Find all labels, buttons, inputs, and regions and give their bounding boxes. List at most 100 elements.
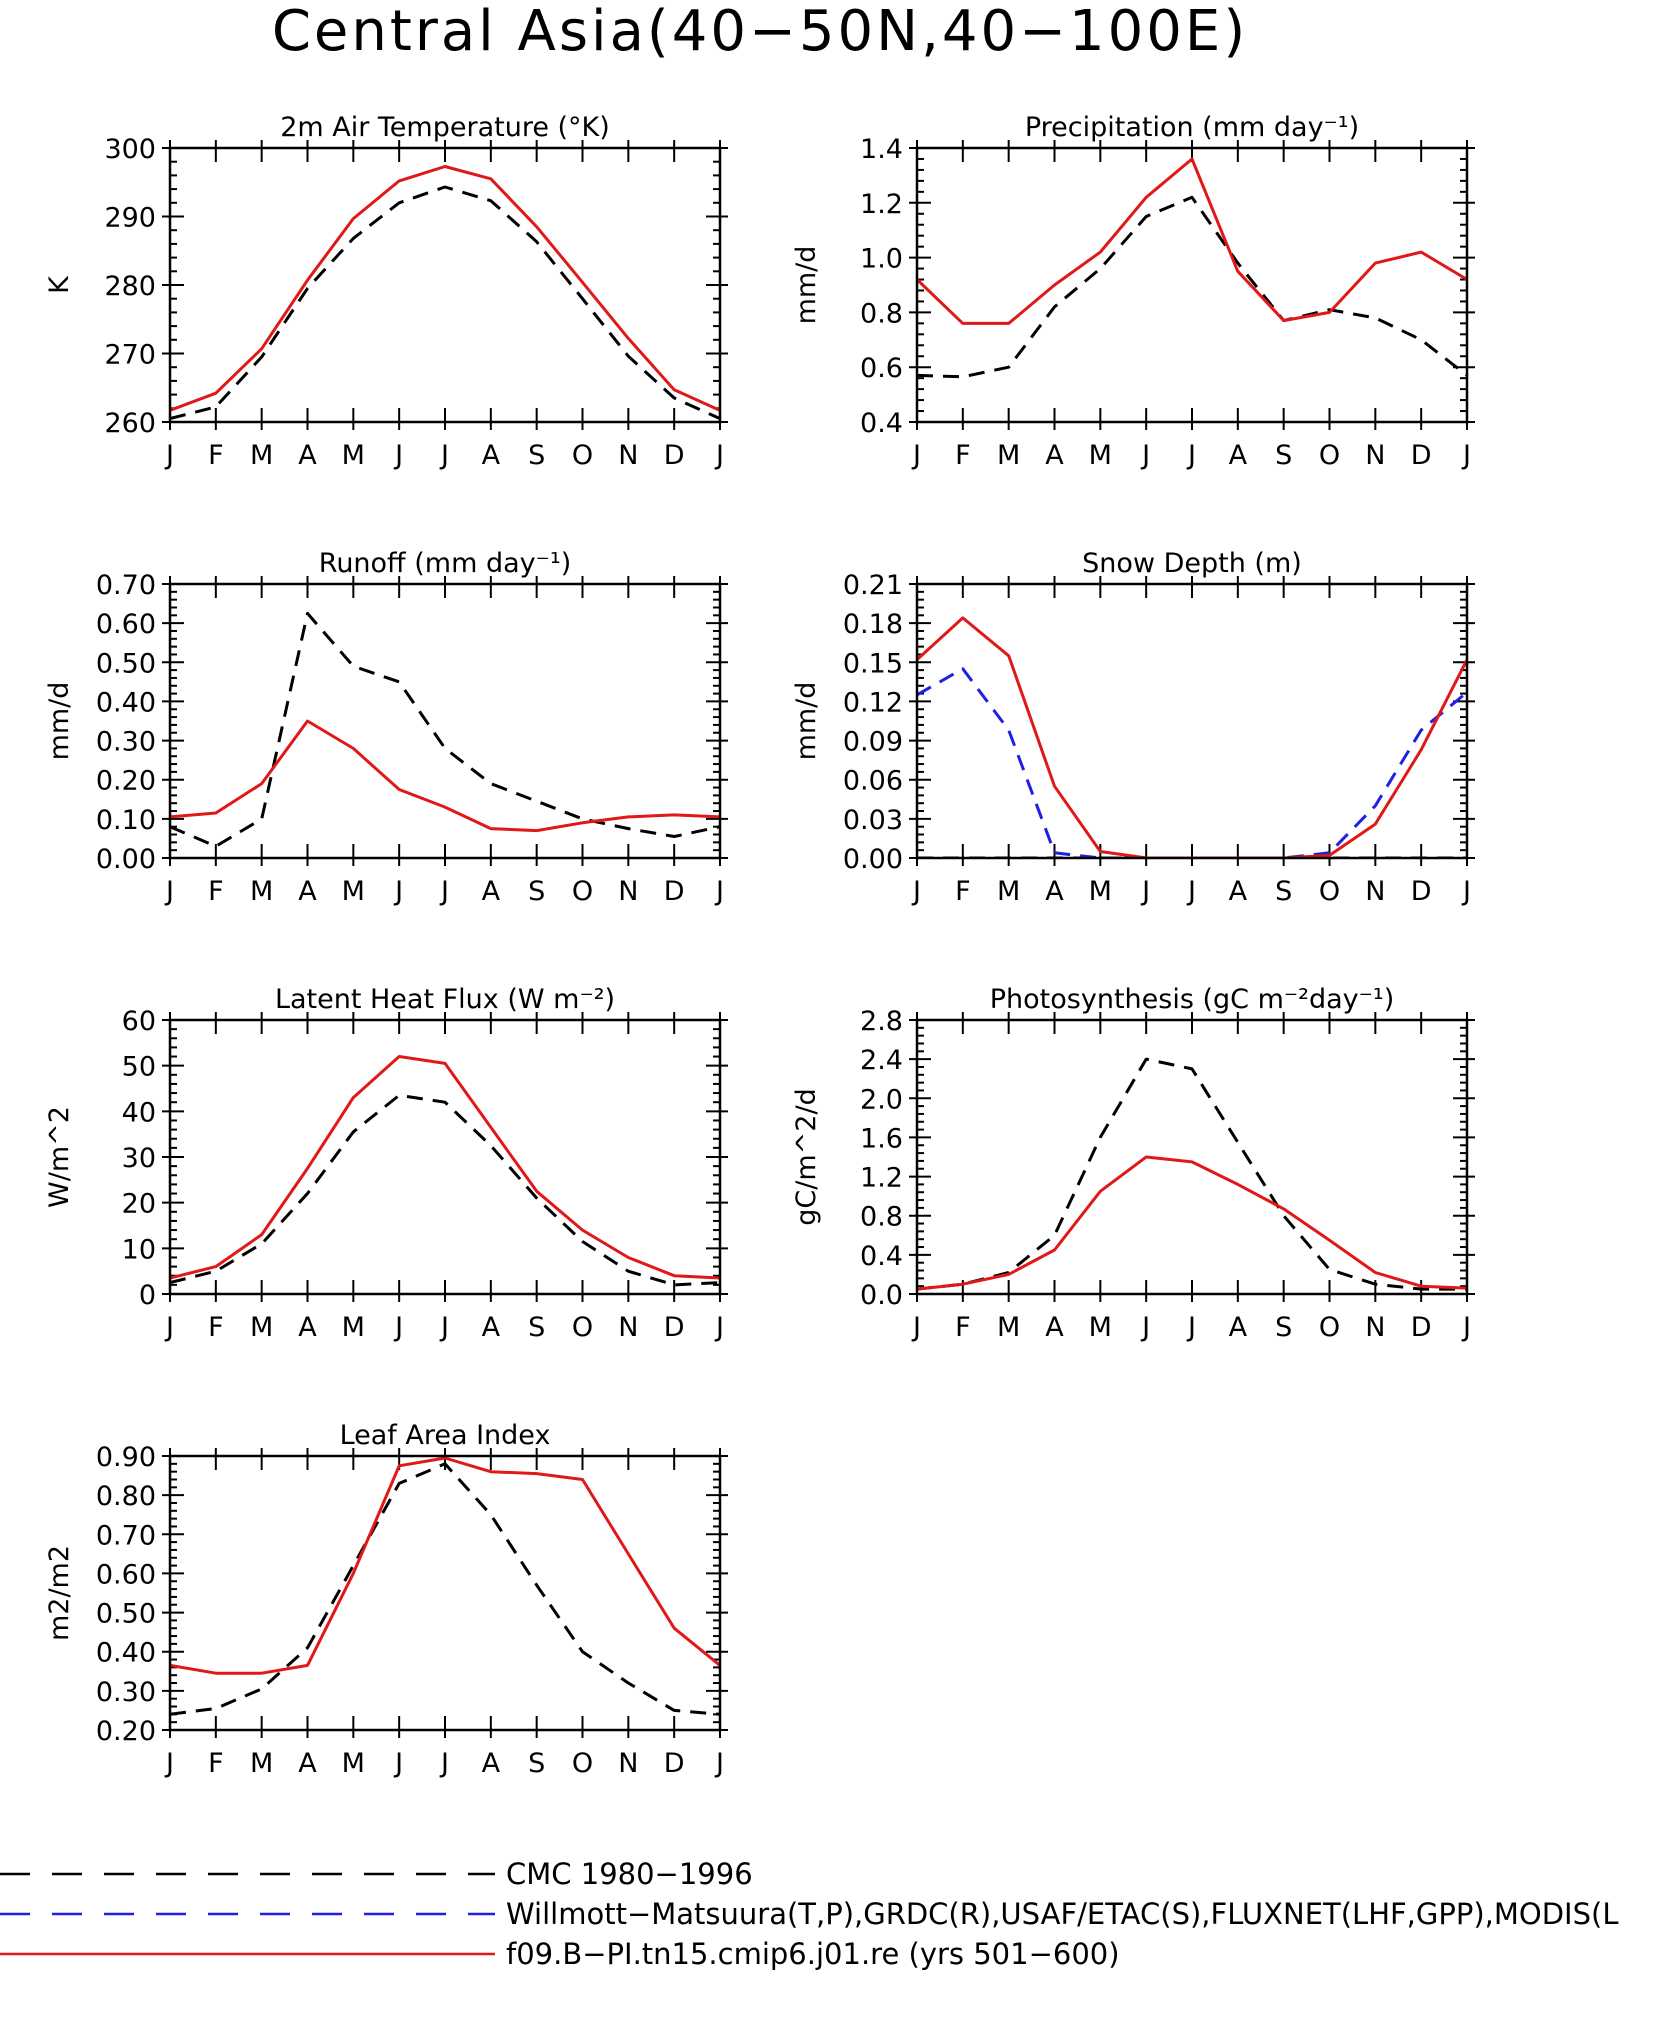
series-line-obs (170, 1093, 720, 1287)
x-tick-label: A (1045, 1312, 1064, 1343)
x-tick-label: J (164, 876, 174, 907)
y-tick-label: 280 (104, 271, 156, 302)
x-tick-label: M (250, 876, 273, 907)
x-tick-label: A (482, 1312, 501, 1343)
y-tick-label: 0.12 (843, 687, 903, 718)
x-tick-label: A (1229, 1312, 1248, 1343)
y-tick-label: 270 (104, 340, 156, 371)
legend-label: f09.B−PI.tn15.cmip6.j01.re (yrs 501−600) (506, 1937, 1120, 1971)
x-tick-label: J (911, 876, 921, 907)
y-tick-label: 1.4 (860, 134, 903, 165)
y-axis-label: m2/m2 (44, 1545, 75, 1641)
y-tick-label: 0.20 (96, 1716, 156, 1747)
y-tick-label: 2.8 (860, 1006, 903, 1037)
y-tick-label: 0.8 (860, 1202, 903, 1233)
plot-frame (915, 146, 1469, 424)
x-tick-label: A (1045, 876, 1064, 907)
x-tick-label: M (997, 440, 1020, 471)
x-tick-label: S (528, 440, 545, 471)
figure-title: Central Asia(40−50N,40−100E) (272, 0, 1248, 64)
x-tick-label: J (439, 876, 449, 907)
legend-label: Willmott−Matsuura(T,P),GRDC(R),USAF/ETAC… (506, 1897, 1619, 1931)
legend: CMC 1980−1996 Willmott−Matsuura(T,P),GRDC… (0, 1857, 1619, 1971)
x-tick-label: O (1319, 440, 1340, 471)
chart-panel: Snow Depth (m) 0.00 0.03 0.06 0.09 0.12 0.15 0.… (791, 548, 1475, 907)
y-tick-label: 50 (122, 1052, 156, 1083)
x-tick-label: N (618, 1312, 638, 1343)
y-tick-label: 0.21 (843, 570, 903, 601)
chart-title: Runoff (mm day⁻¹) (319, 548, 571, 579)
chart-title: Latent Heat Flux (W m⁻²) (275, 984, 615, 1015)
x-tick-label: M (342, 440, 365, 471)
chart-panel: Runoff (mm day⁻¹) 0.00 0.10 0.20 0.30 0.40 0.5… (44, 548, 728, 907)
y-tick-label: 10 (122, 1234, 156, 1265)
x-tick-label: S (1275, 1312, 1292, 1343)
x-tick-label: F (955, 1312, 971, 1343)
x-tick-label: J (1186, 876, 1196, 907)
x-tick-label: M (342, 1312, 365, 1343)
x-tick-label: J (1186, 1312, 1196, 1343)
x-tick-label: J (911, 440, 921, 471)
x-tick-label: J (1461, 876, 1471, 907)
x-tick-label: J (1140, 1312, 1150, 1343)
chart-title: Precipitation (mm day⁻¹) (1025, 112, 1359, 143)
y-tick-label: 0.30 (96, 727, 156, 758)
series-line-obs (170, 1462, 720, 1716)
series-line-alt-obs (917, 667, 1467, 858)
chart-panel: Precipitation (mm day⁻¹) 0.4 0.6 0.8 1.0 1.2 1… (791, 112, 1475, 471)
x-tick-label: J (164, 1748, 174, 1779)
y-tick-label: 60 (122, 1006, 156, 1037)
x-tick-label: A (298, 876, 317, 907)
y-axis-label: mm/d (44, 682, 75, 761)
x-tick-label: F (955, 876, 971, 907)
x-tick-label: J (439, 1312, 449, 1343)
y-tick-label: 2.0 (860, 1084, 903, 1115)
x-tick-label: D (1411, 440, 1432, 471)
series-line-obs (917, 195, 1467, 379)
x-tick-label: N (618, 876, 638, 907)
y-tick-label: 0.90 (96, 1442, 156, 1473)
y-axis-label: W/m^2 (44, 1106, 75, 1208)
x-tick-label: A (482, 440, 501, 471)
y-tick-label: 0.50 (96, 648, 156, 679)
x-tick-label: D (664, 876, 685, 907)
series-line-model (917, 157, 1467, 325)
y-tick-label: 0.00 (96, 844, 156, 875)
x-tick-label: N (1365, 1312, 1385, 1343)
x-tick-label: D (664, 440, 685, 471)
x-tick-label: J (1186, 440, 1196, 471)
y-tick-label: 0.60 (96, 609, 156, 640)
x-tick-label: J (1461, 1312, 1471, 1343)
series-line-model (170, 165, 720, 412)
y-axis-label: K (44, 275, 75, 294)
x-tick-label: J (439, 1748, 449, 1779)
y-tick-label: 0.20 (96, 766, 156, 797)
x-tick-label: J (714, 1312, 724, 1343)
y-tick-label: 0.10 (96, 805, 156, 836)
x-tick-label: F (208, 1748, 224, 1779)
chart-panel: 2m Air Temperature (°K) 260 270 280 290 300 J F… (44, 112, 728, 471)
y-tick-label: 0.60 (96, 1559, 156, 1590)
series-line-model (170, 719, 720, 833)
y-tick-label: 0.80 (96, 1481, 156, 1512)
x-tick-label: M (1089, 440, 1112, 471)
x-tick-label: J (393, 440, 403, 471)
x-tick-label: O (1319, 1312, 1340, 1343)
y-tick-label: 0.70 (96, 570, 156, 601)
x-tick-label: O (572, 876, 593, 907)
y-tick-label: 0.18 (843, 609, 903, 640)
x-tick-label: N (618, 440, 638, 471)
x-tick-label: A (1045, 440, 1064, 471)
x-tick-label: M (250, 1748, 273, 1779)
x-tick-label: N (618, 1748, 638, 1779)
x-tick-label: A (482, 1748, 501, 1779)
y-tick-label: 0.50 (96, 1599, 156, 1630)
series-line-model (170, 1055, 720, 1280)
x-tick-label: J (1461, 440, 1471, 471)
plot-frame (168, 146, 722, 424)
y-tick-label: 0.30 (96, 1677, 156, 1708)
x-tick-label: O (572, 440, 593, 471)
x-tick-label: D (664, 1312, 685, 1343)
